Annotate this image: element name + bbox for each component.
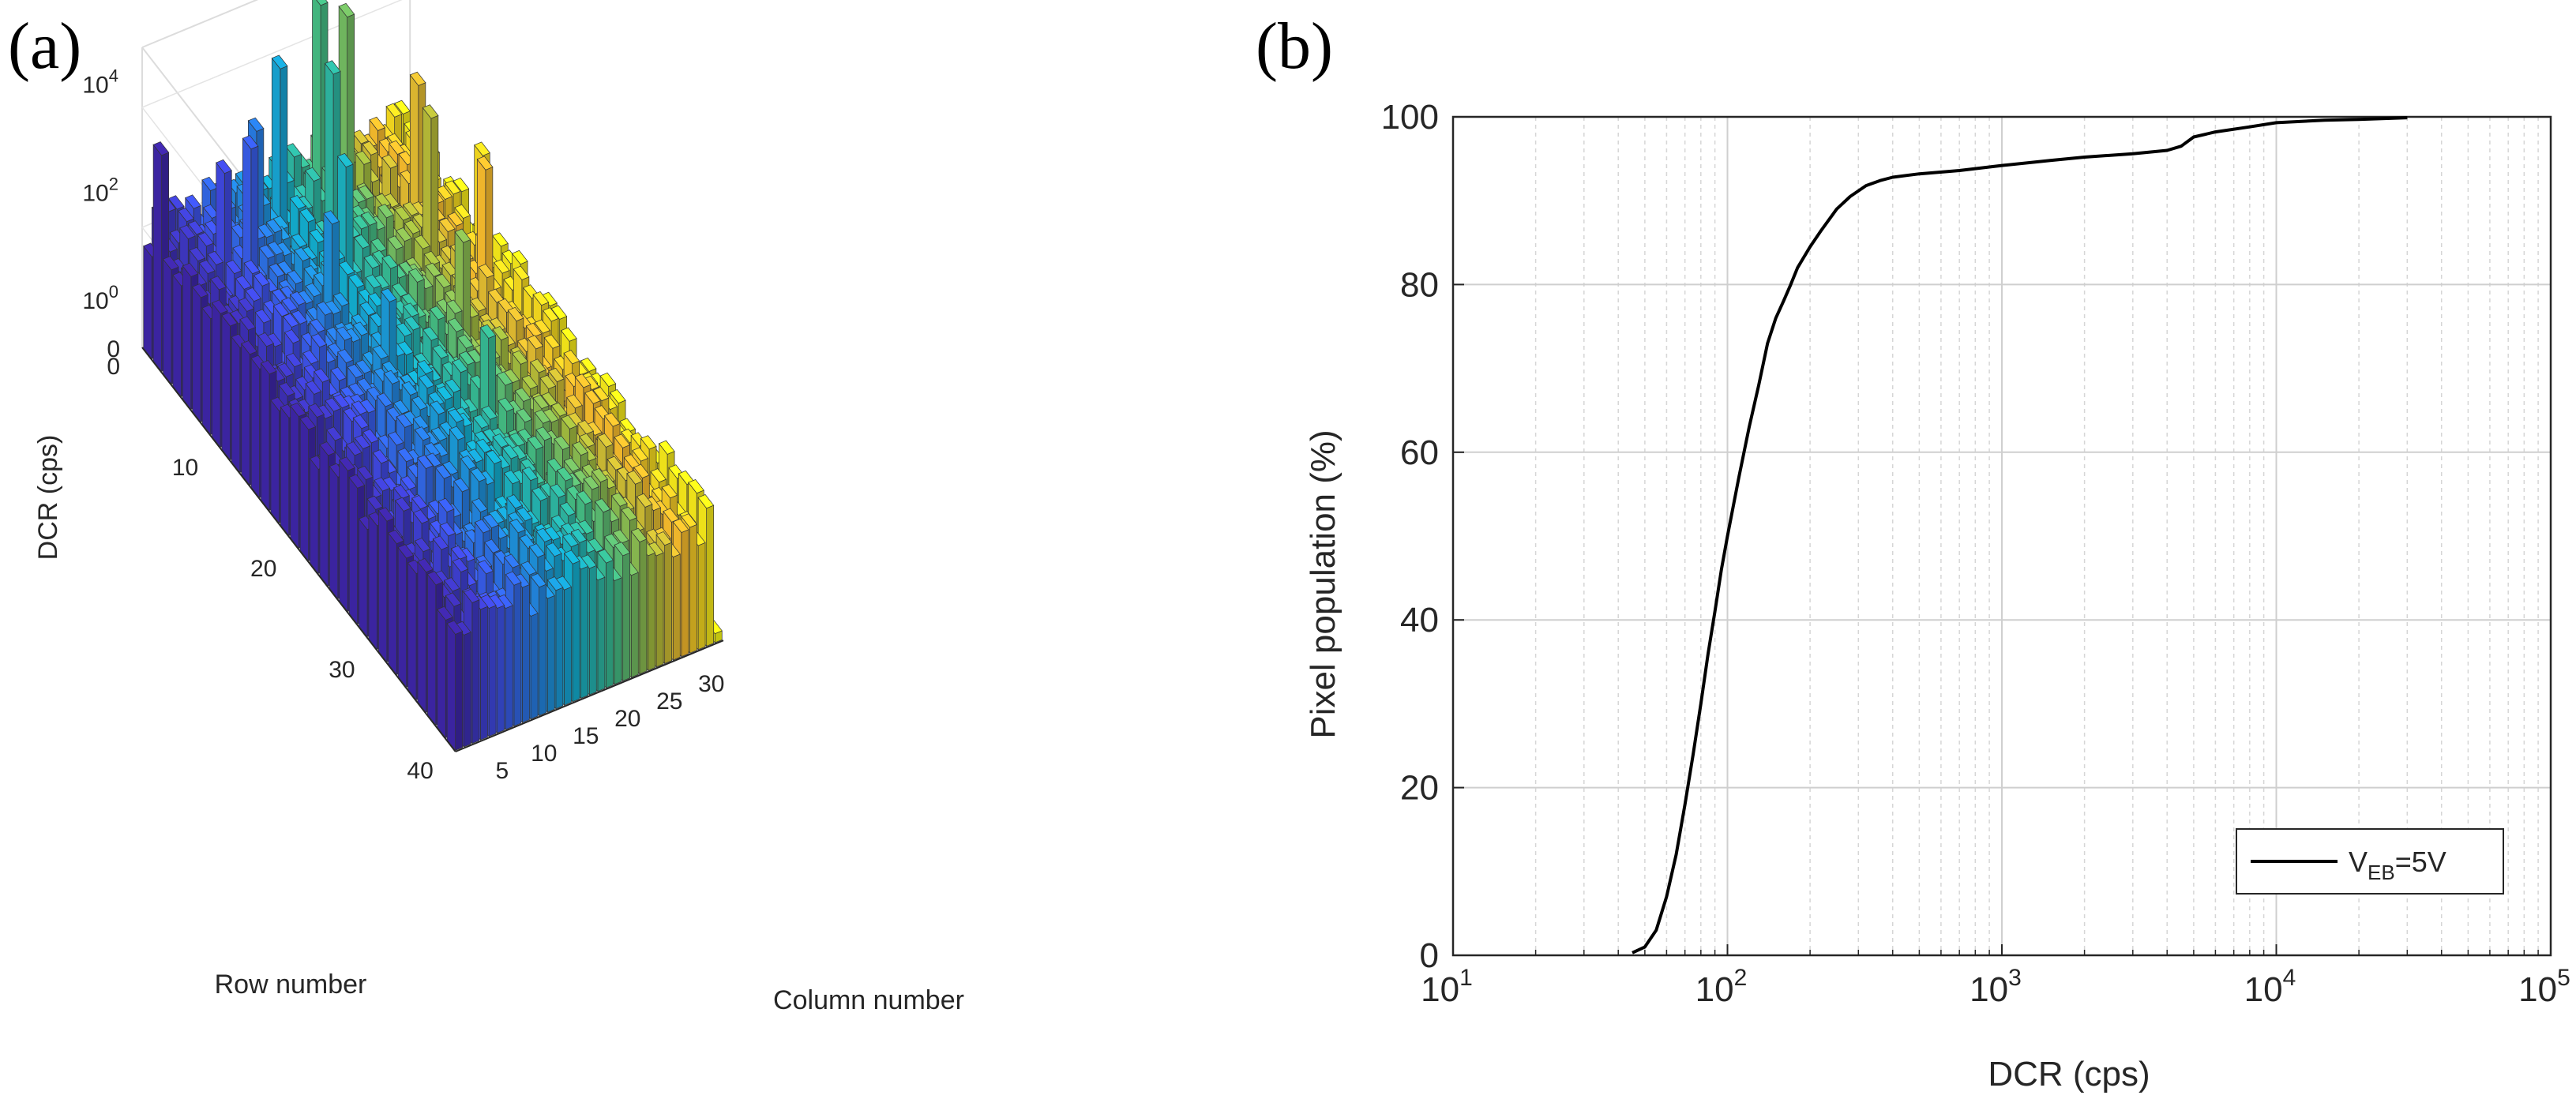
x-tick-exp: 5 xyxy=(2557,965,2570,991)
chart-a-3d-bar: DCR (cps) Row number Column number 01001… xyxy=(33,0,964,1015)
chart-a-bars xyxy=(143,0,723,752)
bar-top-face xyxy=(271,54,288,69)
legend-name-suffix: =5V xyxy=(2395,846,2446,878)
bar-top-face xyxy=(289,195,306,210)
chart-b-ylabel: Pixel population (%) xyxy=(1304,429,1342,738)
panel-label-b: (b) xyxy=(1256,9,1333,83)
x-tick-exp: 2 xyxy=(1734,965,1748,991)
legend-name-main: V xyxy=(2349,846,2368,878)
bar-top-face xyxy=(381,154,399,169)
bar-top-face xyxy=(247,117,265,132)
bar-top-face xyxy=(185,194,201,209)
bar-top-face xyxy=(167,195,185,210)
bar-top-face xyxy=(179,224,196,239)
bar-top-face xyxy=(355,150,372,165)
x-tick-base: 10 xyxy=(1970,970,2008,1009)
x-tick-label: 102 xyxy=(1695,965,1748,1009)
bar-top-face xyxy=(178,207,195,223)
bar-top-face xyxy=(316,0,329,6)
bar-top-face xyxy=(352,129,369,144)
bar-top-face xyxy=(385,103,403,118)
chart-b-series xyxy=(1632,116,2408,955)
x-tick-exp: 4 xyxy=(2283,965,2296,991)
y-tick-label: 80 xyxy=(1400,265,1439,304)
x-tick-base: 10 xyxy=(1695,970,1734,1009)
x-tick-exp: 1 xyxy=(1459,965,1473,991)
x-tick-label: 103 xyxy=(1970,965,2022,1009)
series-line-veb5v xyxy=(1632,116,2408,955)
bar-top-face xyxy=(369,116,386,131)
bar-top-face xyxy=(187,220,205,235)
chart-b-xlabel: DCR (cps) xyxy=(1988,1055,2150,1093)
bar-top-face xyxy=(162,256,179,271)
x-tick-exp: 3 xyxy=(2008,965,2022,991)
y-tick-label: 40 xyxy=(1400,601,1439,640)
x-tick-label: 105 xyxy=(2518,965,2570,1009)
x-tick-base: 10 xyxy=(2244,970,2283,1009)
x-tick-label: 104 xyxy=(2244,965,2296,1009)
legend-name-sub: EB xyxy=(2368,861,2395,884)
y-tick-label: 0 xyxy=(1420,936,1439,975)
y-tick-label: 60 xyxy=(1400,433,1439,472)
wall-edge xyxy=(141,0,259,48)
bar-top-face xyxy=(338,2,355,18)
y-tick-label: 100 xyxy=(1381,98,1439,137)
y-tick-label: 20 xyxy=(1400,769,1439,808)
bar-top-face xyxy=(389,140,405,155)
panel-label-a: (a) xyxy=(8,9,82,83)
chart-b-legend: VEB=5V xyxy=(2236,828,2504,895)
column-axis-line xyxy=(455,640,724,752)
x-tick-base: 10 xyxy=(2518,970,2557,1009)
bar-top-face xyxy=(362,141,379,156)
bar-top-face xyxy=(197,232,214,247)
x-tick-base: 10 xyxy=(1421,970,1459,1009)
bar-top-face xyxy=(152,141,170,156)
row-axis-line xyxy=(141,347,456,752)
bar-top-face xyxy=(285,143,302,158)
bar-top-face xyxy=(305,167,321,182)
